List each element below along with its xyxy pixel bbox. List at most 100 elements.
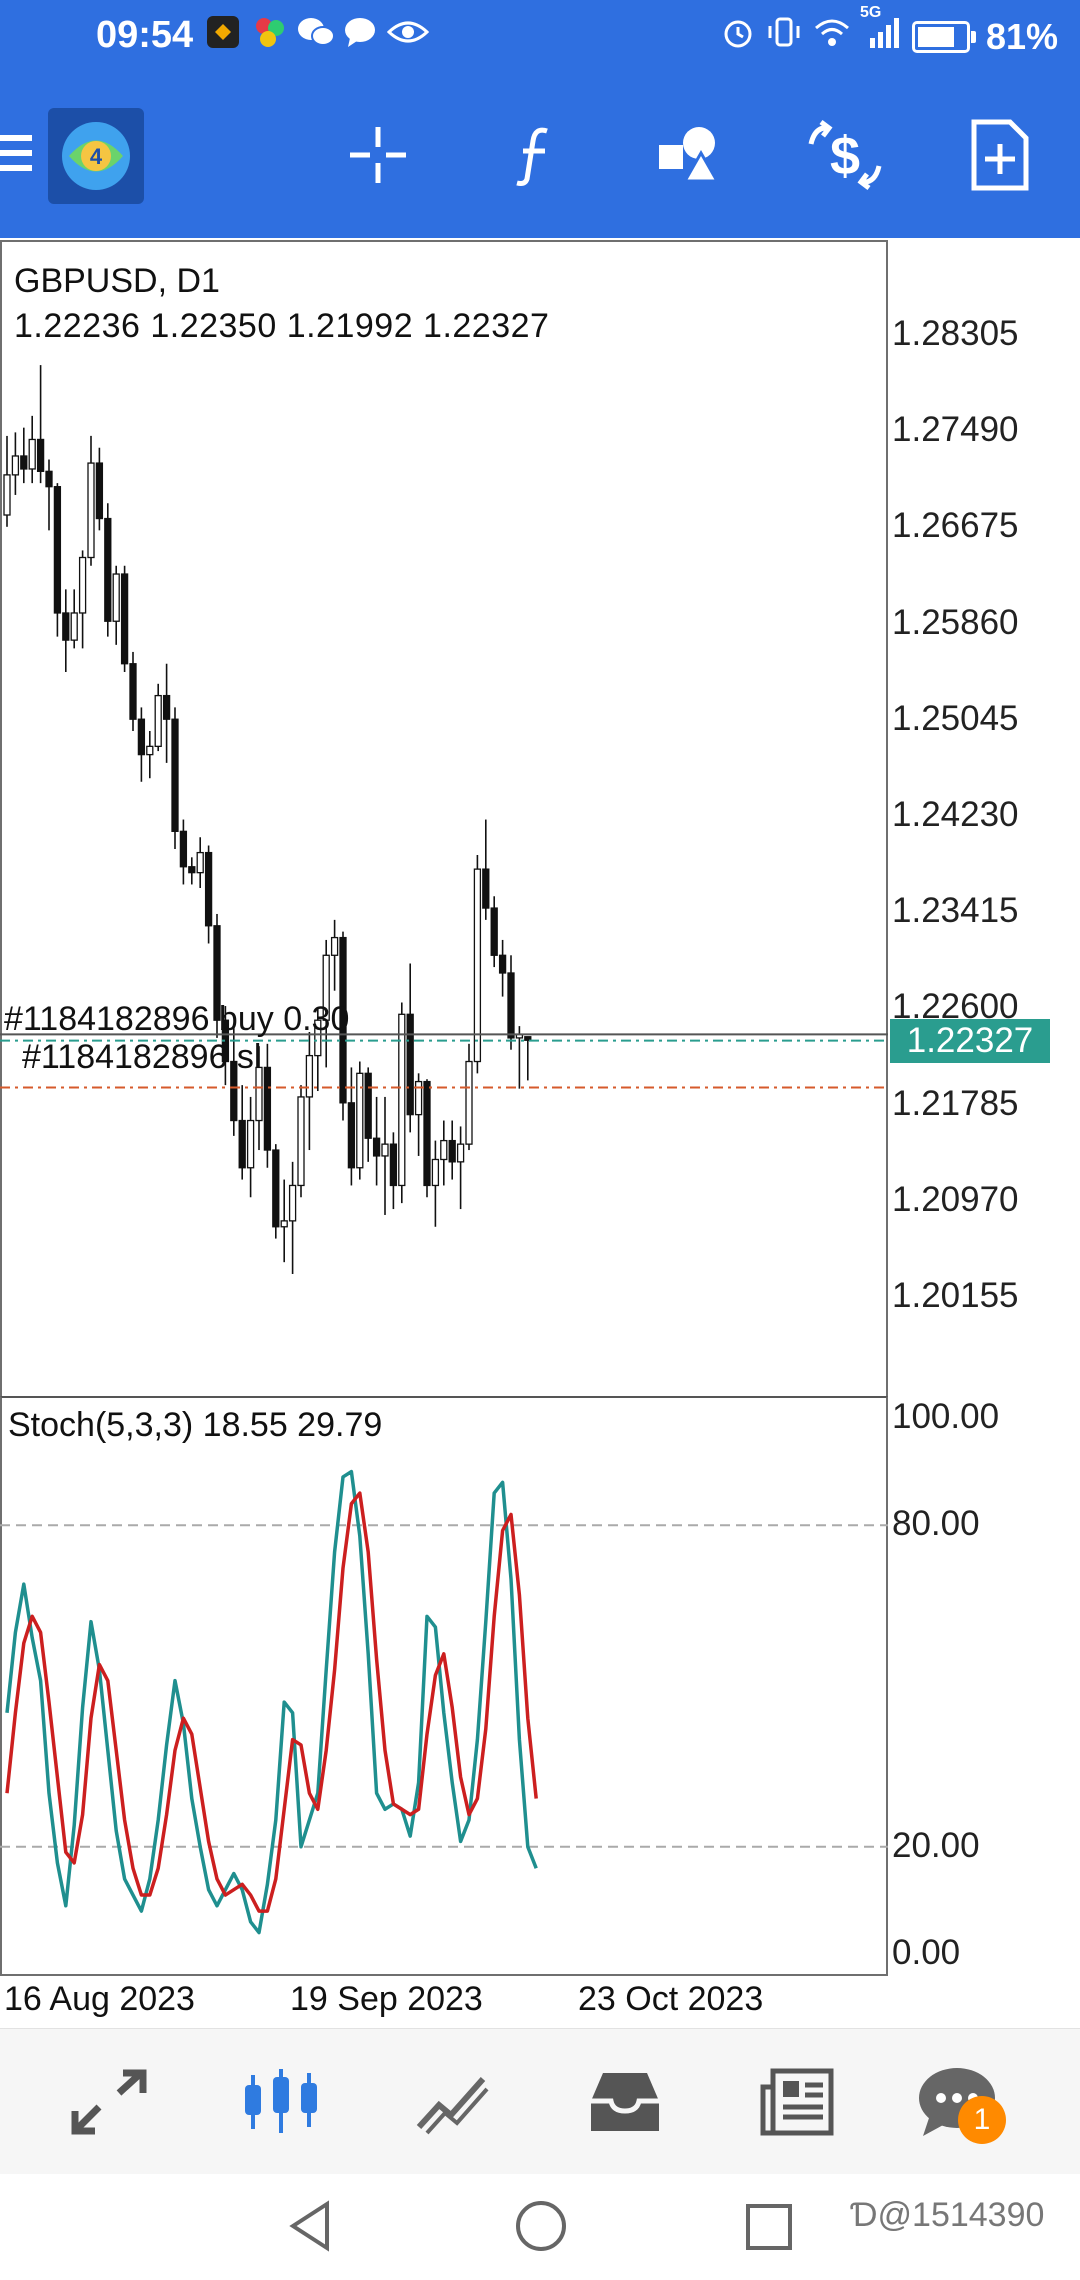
bull-candle xyxy=(431,1158,440,1187)
price-tick: 1.25045 xyxy=(892,698,1019,738)
recents-icon[interactable] xyxy=(744,2202,794,2257)
bull-candle xyxy=(288,1184,297,1222)
home-icon[interactable] xyxy=(513,2198,569,2259)
bull-candle xyxy=(456,1143,465,1163)
vibrate-icon xyxy=(766,14,802,59)
stoch-tick: 100.00 xyxy=(892,1397,1000,1436)
battery-icon xyxy=(911,20,976,53)
battery-percent: 81% xyxy=(985,15,1058,57)
stoch-signal-line xyxy=(5,1491,538,1913)
menu-icon[interactable] xyxy=(0,135,32,175)
bull-candle xyxy=(146,745,154,756)
bear-candle xyxy=(482,868,490,909)
price-chart[interactable] xyxy=(0,240,888,1398)
price-tick: 1.20970 xyxy=(892,1179,1019,1219)
bull-candle xyxy=(381,1143,389,1157)
bull-candle xyxy=(297,1096,305,1187)
app-notification-icon xyxy=(205,14,241,59)
mt4-logo[interactable]: 4 xyxy=(48,108,144,204)
price-chart-panel[interactable] xyxy=(0,240,888,1398)
bull-candle xyxy=(440,1139,448,1161)
bear-candle xyxy=(62,612,70,641)
date-label-3: 23 Oct 2023 xyxy=(578,1980,764,2018)
price-tick: 1.28305 xyxy=(892,314,1019,353)
news-tab-icon[interactable] xyxy=(752,2057,842,2147)
bear-candle xyxy=(448,1139,456,1163)
bear-candle xyxy=(137,718,146,756)
bull-candle xyxy=(154,694,162,748)
trade-tab-icon[interactable] xyxy=(408,2057,498,2147)
bear-candle xyxy=(179,830,188,868)
bull-candle xyxy=(70,612,78,641)
price-tick: 1.23415 xyxy=(892,891,1019,931)
new-order-icon[interactable] xyxy=(960,115,1040,195)
eye-icon xyxy=(386,14,430,59)
bear-candle xyxy=(406,1013,414,1116)
bull-candle xyxy=(196,851,204,874)
bear-candle xyxy=(238,1119,246,1169)
alarm-icon xyxy=(720,14,756,59)
inbox-tab-icon[interactable] xyxy=(580,2057,670,2147)
order-buy-label[interactable]: #1184182896 buy 0.30 xyxy=(4,1000,350,1038)
order-sl-label[interactable]: #1184182896 sl xyxy=(22,1038,262,1076)
back-icon[interactable] xyxy=(285,2198,335,2259)
bull-candle xyxy=(112,573,120,622)
crosshair-icon[interactable] xyxy=(338,115,418,195)
bear-candle xyxy=(364,1072,372,1139)
trade-icon[interactable]: $ xyxy=(805,115,885,195)
bear-candle xyxy=(389,1143,398,1187)
messages-badge: 1 xyxy=(958,2096,1006,2144)
bull-candle xyxy=(398,1013,406,1187)
bear-candle xyxy=(104,517,112,622)
bull-candle xyxy=(280,1220,288,1228)
bear-candle xyxy=(204,851,213,927)
bear-candle xyxy=(120,573,129,665)
network-label: 5G xyxy=(859,4,882,21)
signal-icon: 5G xyxy=(860,4,902,59)
status-right: 5G 81% xyxy=(720,4,1058,59)
stoch-main-line xyxy=(5,1469,538,1935)
wechat-icon xyxy=(296,14,336,59)
bear-candle xyxy=(36,438,45,472)
bear-candle xyxy=(45,470,53,488)
function-icon[interactable] xyxy=(495,115,575,195)
stoch-tick: 0.00 xyxy=(892,1933,961,1972)
stochastic-chart[interactable] xyxy=(0,1398,888,1976)
bull-candle xyxy=(465,1060,473,1145)
bull-candle xyxy=(473,868,482,1063)
date-label-1: 16 Aug 2023 xyxy=(4,1980,195,2018)
quotes-tab-icon[interactable] xyxy=(64,2057,154,2147)
bear-candle xyxy=(372,1137,381,1157)
bear-candle xyxy=(423,1080,431,1187)
chart-tab-icon[interactable] xyxy=(236,2057,326,2147)
bear-candle xyxy=(524,1036,532,1041)
status-time: 09:54 xyxy=(96,14,194,56)
bull-candle xyxy=(305,1054,314,1098)
bear-candle xyxy=(53,486,62,614)
bear-candle xyxy=(498,954,507,974)
svg-text:4: 4 xyxy=(90,144,103,169)
bear-candle xyxy=(339,936,347,1104)
bull-candle xyxy=(28,438,36,470)
bull-candle xyxy=(322,954,330,1021)
objects-icon[interactable] xyxy=(650,115,730,195)
bear-candle xyxy=(490,907,498,956)
bear-candle xyxy=(230,1060,238,1122)
chart-symbol: GBPUSD, D1 xyxy=(14,262,220,300)
bear-candle xyxy=(188,866,196,874)
bull-candle xyxy=(87,462,95,559)
bull-candle xyxy=(246,1119,255,1169)
stoch-tick: 20.00 xyxy=(892,1825,980,1865)
bull-candle xyxy=(356,1072,364,1169)
bear-candle xyxy=(95,462,104,520)
price-tick: 1.25860 xyxy=(892,602,1019,642)
chart-ohlc: 1.22236 1.22350 1.21992 1.22327 xyxy=(14,307,550,345)
price-tick: 1.24230 xyxy=(892,795,1019,834)
wifi-icon xyxy=(812,14,852,59)
system-navigation xyxy=(0,2174,1080,2280)
chat-bubble-icon xyxy=(342,14,378,59)
bull-candle xyxy=(3,474,11,516)
stochastic-label: Stoch(5,3,3) 18.55 29.79 xyxy=(8,1406,383,1444)
watermark: Ɗ@1514390 xyxy=(850,2196,1045,2234)
bear-candle xyxy=(213,925,221,1021)
